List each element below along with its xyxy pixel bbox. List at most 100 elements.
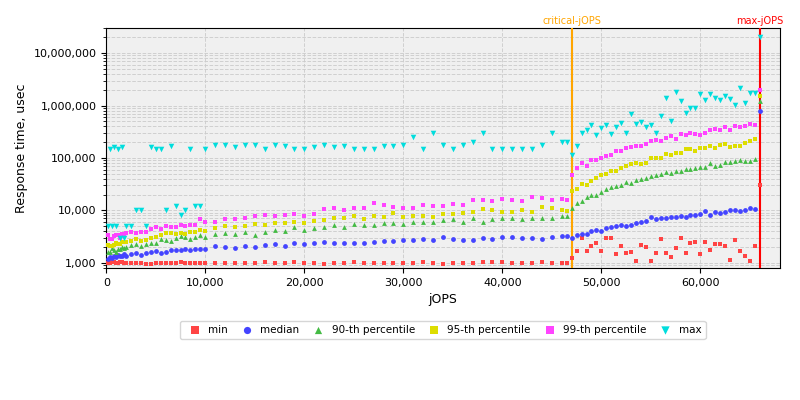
min — [189, 260, 202, 267]
90-th percentile — [743, 158, 756, 164]
median — [347, 240, 360, 246]
95-th percentile — [189, 228, 202, 235]
median — [456, 237, 469, 243]
99-th percentile — [456, 201, 469, 208]
median — [729, 207, 742, 213]
95-th percentile — [106, 243, 118, 250]
95-th percentile — [102, 242, 114, 248]
max — [476, 130, 489, 136]
max — [734, 85, 746, 92]
min — [417, 259, 430, 266]
95-th percentile — [104, 243, 117, 249]
min — [298, 260, 310, 266]
max — [535, 141, 548, 148]
max — [278, 143, 291, 149]
99-th percentile — [605, 151, 618, 158]
99-th percentile — [145, 226, 158, 232]
median — [694, 211, 706, 217]
95-th percentile — [610, 168, 622, 174]
median — [689, 212, 702, 218]
99-th percentile — [670, 136, 682, 142]
max — [526, 146, 538, 152]
95-th percentile — [486, 207, 499, 214]
99-th percentile — [476, 197, 489, 204]
min — [605, 234, 618, 241]
min — [496, 259, 509, 266]
90-th percentile — [699, 164, 712, 170]
90-th percentile — [486, 216, 499, 223]
min — [407, 260, 420, 266]
max — [620, 130, 633, 136]
90-th percentile — [169, 235, 182, 241]
95-th percentile — [437, 211, 450, 218]
min — [600, 235, 613, 241]
min — [670, 244, 682, 251]
90-th percentile — [566, 205, 578, 211]
95-th percentile — [229, 224, 242, 230]
90-th percentile — [546, 215, 558, 221]
median — [566, 234, 578, 241]
median — [288, 240, 301, 247]
max — [664, 118, 677, 124]
min — [714, 241, 726, 248]
90-th percentile — [664, 169, 677, 176]
median — [258, 242, 271, 248]
max — [358, 146, 370, 152]
99-th percentile — [714, 127, 726, 133]
99-th percentile — [566, 172, 578, 178]
median — [159, 249, 172, 256]
median — [169, 247, 182, 253]
max — [546, 130, 558, 136]
95-th percentile — [347, 212, 360, 219]
99-th percentile — [120, 229, 133, 236]
95-th percentile — [130, 236, 142, 243]
median — [139, 250, 152, 256]
99-th percentile — [102, 232, 114, 238]
median — [738, 206, 751, 213]
90-th percentile — [104, 249, 117, 256]
99-th percentile — [118, 233, 130, 239]
99-th percentile — [278, 212, 291, 218]
min — [555, 260, 568, 266]
median — [650, 216, 662, 223]
99-th percentile — [104, 236, 117, 242]
99-th percentile — [654, 138, 667, 144]
median — [466, 236, 479, 243]
min — [654, 236, 667, 242]
95-th percentile — [308, 218, 321, 224]
90-th percentile — [278, 228, 291, 234]
99-th percentile — [139, 228, 152, 235]
99-th percentile — [734, 124, 746, 130]
median — [674, 213, 687, 219]
min — [570, 248, 583, 254]
max — [104, 146, 117, 152]
99-th percentile — [516, 198, 529, 205]
95-th percentile — [506, 209, 518, 215]
median — [535, 235, 548, 242]
90-th percentile — [377, 220, 390, 226]
max — [585, 122, 598, 128]
95-th percentile — [125, 238, 138, 245]
95-th percentile — [714, 142, 726, 148]
95-th percentile — [595, 172, 608, 178]
min — [689, 239, 702, 245]
90-th percentile — [560, 213, 573, 220]
99-th percentile — [506, 197, 518, 204]
99-th percentile — [125, 229, 138, 235]
max — [116, 144, 129, 150]
90-th percentile — [580, 194, 593, 200]
95-th percentile — [555, 206, 568, 213]
95-th percentile — [650, 155, 662, 161]
max — [466, 139, 479, 145]
99-th percentile — [585, 157, 598, 164]
min — [134, 260, 147, 266]
median — [630, 220, 642, 226]
99-th percentile — [209, 219, 222, 225]
median — [154, 250, 167, 256]
median — [112, 251, 125, 258]
max — [426, 130, 439, 136]
90-th percentile — [659, 169, 672, 175]
min — [639, 244, 652, 250]
max — [704, 91, 717, 98]
min — [585, 243, 598, 249]
